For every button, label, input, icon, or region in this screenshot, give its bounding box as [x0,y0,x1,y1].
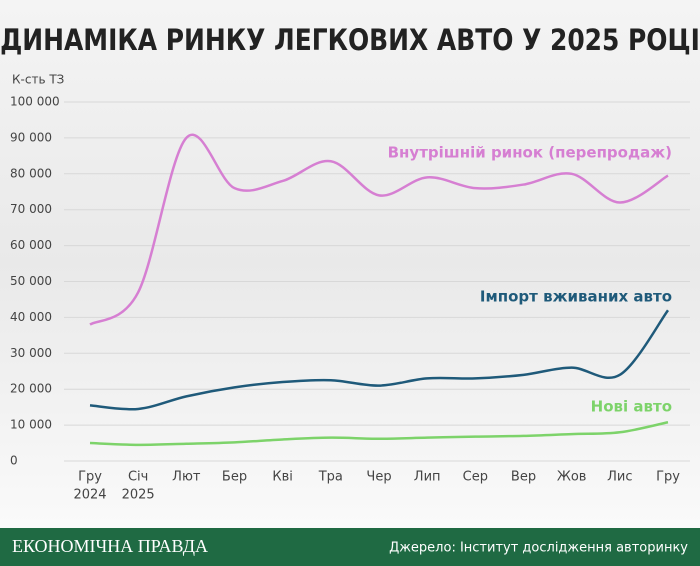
y-tick-label: 100 000 [10,95,60,109]
x-tick-sublabel: 2024 [73,488,106,503]
y-tick-label: 70 000 [10,202,52,216]
x-tick-label: Лис [607,470,632,485]
x-tick-label: Жов [557,470,587,485]
x-tick-label: Лип [414,470,441,485]
series-line [89,421,669,447]
y-tick-label: 40 000 [10,310,52,324]
y-tick-label: 90 000 [10,130,52,144]
x-tick-label: Бер [222,470,247,485]
y-tick-label: 80 000 [10,166,52,180]
series-line [89,309,670,411]
x-tick-label: Чер [366,470,391,485]
y-tick-label: 30 000 [10,346,52,360]
x-tick-label: Лют [172,470,201,485]
x-tick-label: Січ [128,470,148,485]
y-tick-label: 60 000 [10,238,52,252]
background [0,0,700,528]
x-tick-label: Вер [511,470,536,485]
brand: ЕКОНОМІЧНА ПРАВДА [12,536,208,556]
footer [0,528,700,566]
chart-title: ДИНАМІКА РИНКУ ЛЕГКОВИХ АВТО У 2025 РОЦІ [0,24,700,57]
series-label: Внутрішній ринок (перепродаж) [388,144,672,162]
x-tick-label: Кві [272,470,293,485]
series-label: Імпорт вживаних авто [480,288,672,306]
y-axis-label: К-сть ТЗ [12,73,64,87]
y-tick-label: 0 [10,454,18,468]
x-tick-label: Сер [463,470,488,485]
y-tick-label: 10 000 [10,418,52,432]
x-tick-sublabel: 2025 [122,488,155,503]
x-tick-label: Тра [318,470,343,485]
y-tick-label: 50 000 [10,274,52,288]
source: Джерело: Інститут дослідження авторинку [389,541,688,556]
x-tick-label: Гру [78,470,102,485]
y-tick-label: 20 000 [10,382,52,396]
series-line [89,133,669,326]
series-label: Нові авто [591,398,672,416]
x-tick-label: Гру [656,470,680,485]
